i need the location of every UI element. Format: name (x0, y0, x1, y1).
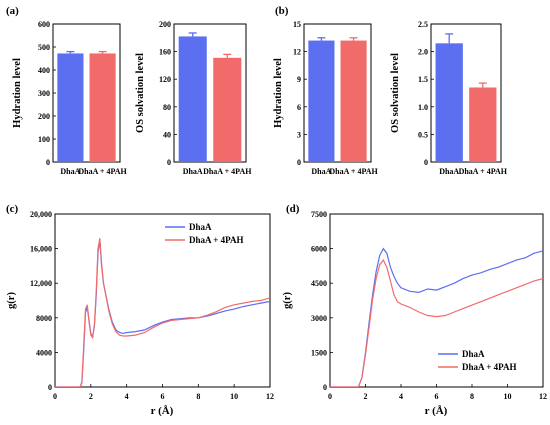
category-label: DhaA + 4PAH (203, 167, 252, 176)
y-tick-label: 160 (159, 48, 171, 57)
y-tick-label: 0 (167, 158, 171, 167)
y-tick-label: 100 (38, 135, 50, 144)
y-tick-label: 0 (46, 158, 50, 167)
bar-chart-a1: 0 100 200 300 400 500 600 Hydration level (a) Dha… (6, 5, 128, 176)
y-tick-label: 200 (159, 20, 171, 29)
x-tick-label: 10 (504, 392, 512, 401)
legend-label: DhaA + 4PAH (189, 235, 243, 245)
y-tick-label: 9 (297, 75, 301, 84)
y-tick-label: 3000 (311, 314, 327, 323)
y-tick-label: 16,000 (30, 245, 52, 254)
category-label: DhaA (60, 167, 80, 176)
y-tick-label: 0.5 (418, 130, 428, 139)
bar-chart-a2: 0 40 80 120 160 200 OS solvation level DhaA DhaA… (135, 20, 252, 176)
x-tick-label: 8 (196, 392, 200, 401)
y-tick-label: 6 (297, 103, 301, 112)
y-tick-label: 8000 (36, 314, 52, 323)
x-tick-label: 6 (161, 392, 165, 401)
category-label: DhaA (439, 167, 459, 176)
y-tick-label: 4000 (36, 348, 52, 357)
x-tick-label: 4 (125, 392, 129, 401)
y-axis-label: Hydration level (273, 58, 284, 128)
y-tick-label: 3 (297, 130, 301, 139)
x-tick-label: 2 (364, 392, 368, 401)
x-tick-label: 8 (470, 392, 474, 401)
x-tick-label: 4 (399, 392, 403, 401)
y-tick-label: 200 (38, 112, 50, 121)
category-label: DhaA + 4PAH (329, 167, 378, 176)
plot-frame (173, 23, 247, 163)
legend-label: DhaA + 4PAH (462, 362, 516, 372)
bar (308, 40, 335, 163)
x-tick-label: 12 (266, 392, 274, 401)
y-tick-label: 40 (163, 130, 171, 139)
x-tick-label: 12 (539, 392, 547, 401)
legend-label: DhaA (189, 222, 212, 232)
y-tick-label: 0 (323, 383, 327, 392)
y-tick-label: 7500 (311, 210, 327, 219)
y-axis-label: g(r) (6, 292, 17, 309)
line-chart-c: 0 4000 8000 12,000 16,000 20,000 g(r) (c) 0 2 4 6 8 1… (6, 203, 274, 417)
y-tick-label: 600 (38, 20, 50, 29)
bar (340, 40, 367, 163)
legend-label: DhaA (462, 349, 485, 359)
panel-label: (a) (6, 5, 19, 17)
y-tick-label: 12,000 (30, 279, 52, 288)
y-tick-label: 0 (424, 158, 428, 167)
y-tick-label: 1.5 (418, 75, 428, 84)
y-tick-label: 20,000 (30, 210, 52, 219)
plot-frame (430, 23, 502, 163)
y-tick-label: 12 (293, 48, 301, 57)
bar-chart-b2: 0 0.5 1.0 1.5 2.0 2.5 OS solvation level DhaA Dh… (390, 20, 508, 176)
panel-label: (c) (6, 203, 19, 215)
y-tick-label: 4500 (311, 279, 327, 288)
series-line (55, 239, 270, 387)
y-tick-label: 2.5 (418, 20, 428, 29)
panel-label: (d) (286, 203, 300, 215)
y-tick-label: 300 (38, 89, 50, 98)
x-axis-label: r (Å) (151, 405, 174, 417)
bar (178, 36, 207, 162)
y-tick-label: 400 (38, 66, 50, 75)
y-tick-label: 500 (38, 43, 50, 52)
y-tick-label: 1.0 (418, 103, 428, 112)
y-tick-label: 80 (163, 103, 171, 112)
bar (213, 57, 242, 163)
series-line (55, 238, 270, 387)
x-tick-label: 0 (53, 392, 57, 401)
x-axis-label: r (Å) (425, 405, 448, 417)
category-label: DhaA (311, 167, 331, 176)
y-tick-label: 2.0 (418, 48, 428, 57)
panel-label: (b) (275, 5, 289, 17)
y-axis-label: g(r) (282, 292, 293, 309)
x-tick-label: 2 (89, 392, 93, 401)
category-label: DhaA + 4PAH (459, 167, 508, 176)
y-tick-label: 0 (48, 383, 52, 392)
bar (57, 53, 84, 162)
y-tick-label: 120 (159, 75, 171, 84)
x-tick-label: 10 (230, 392, 238, 401)
y-axis-label: OS solvation level (135, 53, 146, 133)
series-line (330, 258, 543, 387)
bar (435, 43, 463, 162)
x-tick-label: 0 (328, 392, 332, 401)
y-tick-label: 1500 (311, 348, 327, 357)
bar (89, 53, 116, 162)
y-tick-label: 0 (297, 158, 301, 167)
plot-frame (303, 23, 372, 163)
y-axis-label: Hydration level (12, 58, 23, 128)
line-chart-d: 0 1500 3000 4500 6000 7500 g(r) (d) 0 2 4 6 8 10 12 r (… (282, 203, 547, 417)
bar (469, 87, 497, 162)
category-label: DhaA + 4PAH (78, 167, 127, 176)
y-axis-label: OS solvation level (390, 53, 401, 133)
category-label: DhaA (183, 167, 203, 176)
y-tick-label: 6000 (311, 245, 327, 254)
x-tick-label: 6 (435, 392, 439, 401)
y-tick-label: 15 (293, 20, 301, 29)
